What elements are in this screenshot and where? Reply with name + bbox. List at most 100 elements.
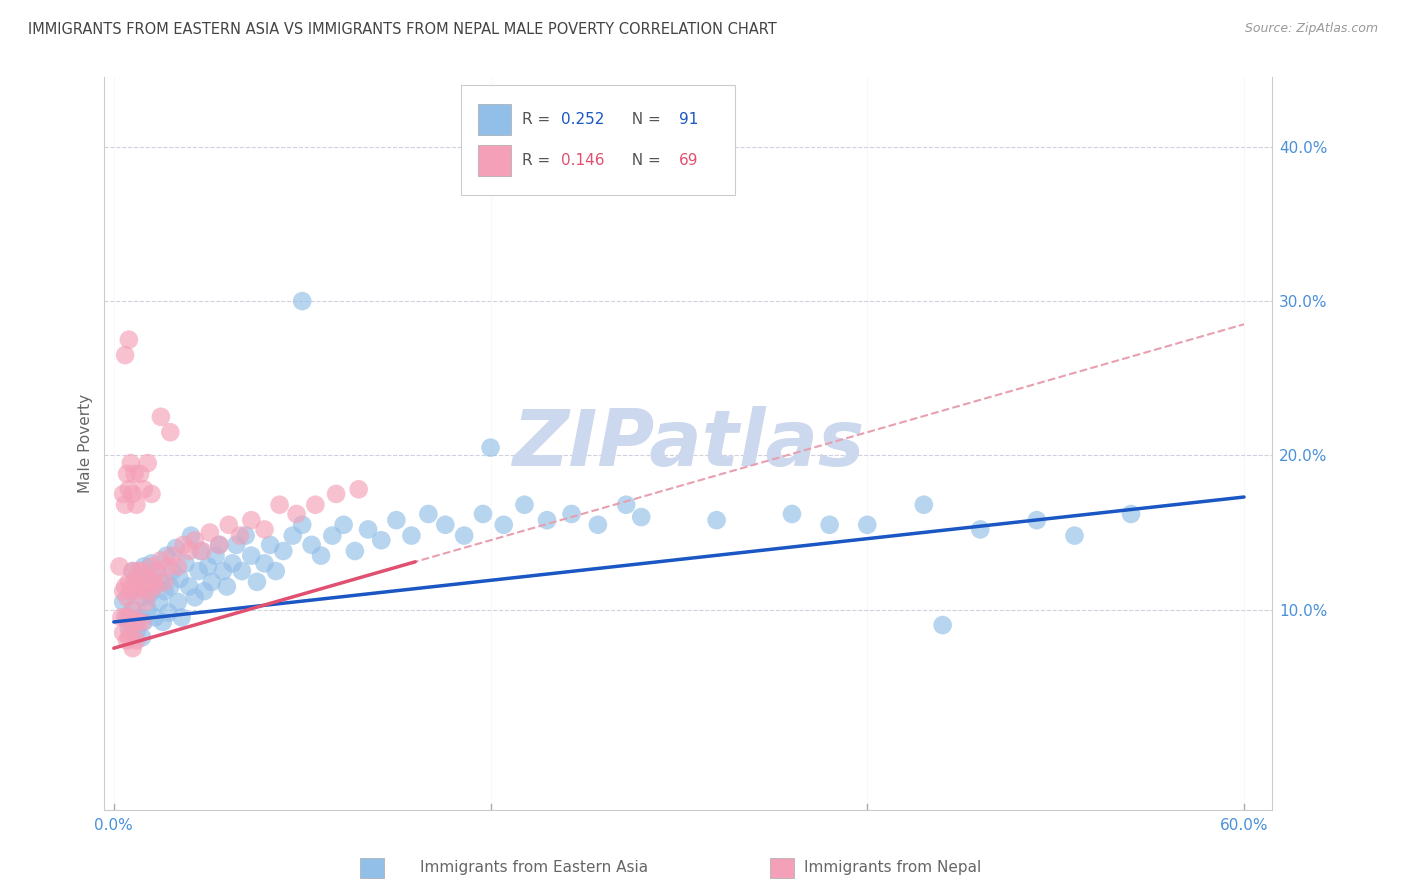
Point bbox=[112, 595, 135, 609]
Point bbox=[124, 615, 146, 629]
Point bbox=[148, 595, 170, 609]
Point bbox=[253, 523, 276, 537]
Point bbox=[208, 538, 231, 552]
Text: IMMIGRANTS FROM EASTERN ASIA VS IMMIGRANTS FROM NEPAL MALE POVERTY CORRELATION C: IMMIGRANTS FROM EASTERN ASIA VS IMMIGRAN… bbox=[28, 22, 778, 37]
Text: Immigrants from Eastern Asia: Immigrants from Eastern Asia bbox=[420, 860, 648, 874]
Text: R =: R = bbox=[523, 112, 555, 127]
Point bbox=[131, 564, 153, 578]
Point bbox=[221, 557, 243, 571]
Text: ZIPatlas: ZIPatlas bbox=[512, 406, 865, 482]
Point bbox=[121, 487, 143, 501]
Point bbox=[614, 498, 637, 512]
Point bbox=[191, 544, 214, 558]
Point bbox=[143, 610, 166, 624]
Point bbox=[190, 544, 212, 558]
Text: Source: ZipAtlas.com: Source: ZipAtlas.com bbox=[1244, 22, 1378, 36]
Point bbox=[401, 528, 423, 542]
Point bbox=[184, 533, 207, 548]
Point bbox=[118, 621, 141, 635]
Point bbox=[1063, 528, 1085, 542]
Text: 69: 69 bbox=[679, 153, 699, 168]
Point bbox=[347, 483, 370, 497]
Point bbox=[229, 528, 252, 542]
Point bbox=[492, 517, 515, 532]
Point bbox=[114, 610, 136, 624]
Point bbox=[131, 631, 153, 645]
Point bbox=[309, 549, 332, 563]
Point bbox=[129, 580, 152, 594]
Point bbox=[138, 584, 160, 599]
Point bbox=[129, 610, 152, 624]
Point bbox=[112, 625, 135, 640]
Point bbox=[291, 517, 314, 532]
Point bbox=[513, 498, 536, 512]
Point bbox=[157, 606, 180, 620]
Point bbox=[120, 584, 142, 599]
Point bbox=[121, 602, 143, 616]
Point bbox=[912, 498, 935, 512]
Point bbox=[856, 517, 879, 532]
Point bbox=[136, 456, 159, 470]
Point bbox=[586, 517, 609, 532]
Point bbox=[129, 467, 152, 481]
Point bbox=[479, 441, 502, 455]
Point bbox=[321, 528, 343, 542]
Point bbox=[166, 559, 188, 574]
Point bbox=[165, 541, 187, 555]
Point bbox=[370, 533, 392, 548]
Point bbox=[141, 557, 163, 571]
Point bbox=[630, 510, 652, 524]
Point bbox=[215, 580, 238, 594]
Y-axis label: Male Poverty: Male Poverty bbox=[79, 394, 93, 493]
Point bbox=[187, 564, 209, 578]
Point bbox=[157, 559, 180, 574]
Point bbox=[124, 618, 146, 632]
Point bbox=[269, 498, 291, 512]
Point bbox=[135, 595, 157, 609]
Point bbox=[125, 584, 148, 599]
Point bbox=[169, 572, 191, 586]
Point bbox=[1025, 513, 1047, 527]
Point bbox=[120, 456, 142, 470]
Point bbox=[142, 574, 165, 589]
Point bbox=[112, 487, 135, 501]
Point bbox=[264, 564, 287, 578]
Point bbox=[240, 513, 263, 527]
Point bbox=[152, 615, 174, 629]
Point bbox=[136, 602, 159, 616]
Bar bbox=[478, 145, 510, 176]
Point bbox=[159, 580, 181, 594]
Text: 0.0%: 0.0% bbox=[94, 818, 134, 833]
Point bbox=[127, 564, 149, 578]
Text: 91: 91 bbox=[679, 112, 699, 127]
Point bbox=[155, 549, 177, 563]
Point bbox=[218, 517, 240, 532]
Point bbox=[127, 572, 149, 586]
Point bbox=[198, 525, 221, 540]
Point bbox=[301, 538, 323, 552]
Point bbox=[118, 610, 141, 624]
Point bbox=[110, 610, 132, 624]
Point bbox=[131, 591, 153, 605]
Text: R =: R = bbox=[523, 153, 555, 168]
Point bbox=[135, 574, 157, 589]
Point bbox=[184, 591, 207, 605]
Text: 60.0%: 60.0% bbox=[1220, 818, 1268, 833]
Point bbox=[235, 528, 257, 542]
Point bbox=[125, 633, 148, 648]
Point bbox=[253, 557, 276, 571]
Point bbox=[114, 498, 136, 512]
Point bbox=[818, 517, 841, 532]
Text: N =: N = bbox=[621, 153, 665, 168]
Point bbox=[121, 564, 143, 578]
Point bbox=[231, 564, 253, 578]
FancyBboxPatch shape bbox=[461, 85, 735, 194]
Point bbox=[136, 572, 159, 586]
Point bbox=[285, 507, 308, 521]
Point bbox=[225, 538, 247, 552]
Point bbox=[159, 425, 181, 440]
Point bbox=[240, 549, 263, 563]
Point bbox=[118, 631, 141, 645]
Point bbox=[141, 559, 163, 574]
Point bbox=[325, 487, 347, 501]
